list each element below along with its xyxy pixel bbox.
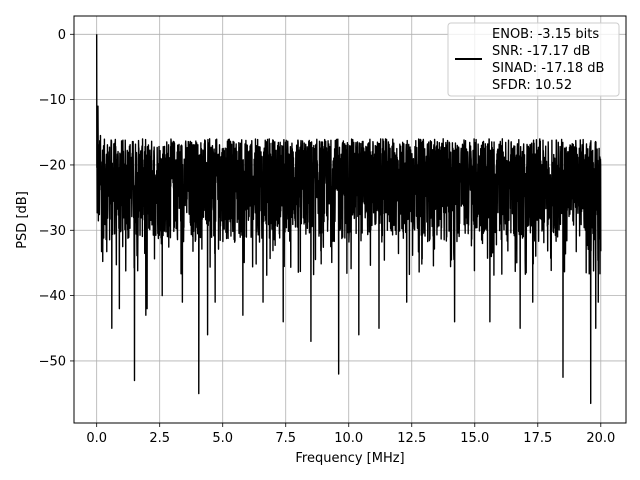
x-tick-label: 10.0 (334, 431, 363, 446)
x-tick-label: 20.0 (586, 431, 615, 446)
legend-entry-sfdr: SFDR: 10.52 (492, 78, 572, 93)
y-tick-label: −30 (39, 224, 66, 239)
y-tick-label: −50 (39, 354, 66, 369)
x-tick-label: 5.0 (212, 431, 233, 446)
y-tick-label: −40 (39, 289, 66, 304)
x-axis-ticks: 0.0 2.5 5.0 7.5 10.0 12.5 15.0 17.5 20.0 (86, 423, 615, 446)
legend: ENOB: -3.15 bits SNR: -17.17 dB SINAD: -… (447, 22, 620, 97)
legend-entry-snr: SNR: -17.17 dB (492, 44, 590, 59)
y-axis-label: PSD [dB] (15, 191, 30, 249)
plot-area (95, 34, 602, 405)
psd-series-line (95, 34, 602, 405)
x-tick-label: 15.0 (460, 431, 489, 446)
x-tick-label: 17.5 (523, 431, 552, 446)
legend-box (447, 22, 620, 97)
x-tick-label: 0.0 (86, 431, 107, 446)
y-axis-ticks: 0 −10 −20 −30 −40 −50 (39, 28, 74, 369)
y-tick-label: −10 (39, 93, 66, 108)
x-tick-label: 12.5 (397, 431, 426, 446)
y-tick-label: 0 (58, 28, 66, 43)
y-tick-label: −20 (39, 158, 66, 173)
axes-frame (73, 15, 627, 424)
legend-entry-enob: ENOB: -3.15 bits (492, 27, 599, 42)
x-axis-label: Frequency [MHz] (295, 451, 404, 466)
x-tick-label: 2.5 (149, 431, 170, 446)
legend-entry-sinad: SINAD: -17.18 dB (492, 61, 604, 76)
x-tick-label: 7.5 (275, 431, 296, 446)
